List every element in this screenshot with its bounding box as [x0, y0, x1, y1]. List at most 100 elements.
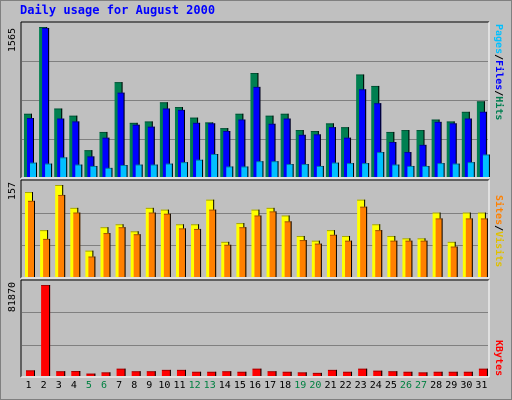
- sites-bar: [239, 227, 247, 277]
- x-tick-label: 29: [445, 380, 458, 391]
- sites-bar: [405, 240, 413, 277]
- x-tick-label: 18: [279, 380, 292, 391]
- x-tick-label: 3: [55, 380, 62, 391]
- kbytes-bar: [86, 373, 96, 376]
- kbytes-bar: [327, 369, 337, 376]
- pages-bar: [256, 161, 264, 177]
- pages-bar: [347, 163, 355, 177]
- files-bar: [27, 118, 34, 177]
- pages-bar: [407, 165, 415, 177]
- kbytes-bar: [418, 372, 428, 376]
- kbytes-bar: [312, 372, 322, 376]
- x-tick-label: 26: [399, 380, 412, 391]
- sites-bar: [194, 228, 202, 277]
- pages-bar: [75, 164, 83, 177]
- kbytes-bar: [463, 371, 473, 376]
- pages-bar: [331, 162, 339, 177]
- files-bar: [344, 137, 352, 177]
- kbytes-bar: [403, 371, 413, 376]
- visits-legend: Sites/Visits: [493, 195, 504, 267]
- sites-bar: [224, 244, 232, 277]
- legend-sep: /: [493, 225, 504, 232]
- x-tick-label: 13: [203, 380, 216, 391]
- kbytes-bar: [252, 368, 262, 376]
- kbytes-bar: [41, 285, 51, 376]
- x-tick-label: 23: [354, 380, 367, 391]
- sites-bar: [254, 215, 262, 277]
- hits-ymax-label: 1565: [7, 28, 18, 53]
- files-bar: [389, 142, 397, 177]
- legend-sep: /: [493, 54, 504, 61]
- files-bar: [464, 118, 472, 177]
- x-tick-label: 27: [415, 380, 428, 391]
- kbytes-bar: [131, 371, 141, 376]
- sites-bar: [178, 228, 186, 277]
- sites-bar: [133, 234, 141, 277]
- x-tick-label: 28: [430, 380, 443, 391]
- files-bar: [72, 121, 80, 177]
- pages-bar: [196, 159, 204, 177]
- x-tick-label: 9: [146, 380, 153, 391]
- files-bar: [479, 111, 487, 177]
- sites-bar: [103, 233, 111, 277]
- pages-bar: [150, 164, 158, 177]
- pages-bar: [286, 164, 294, 177]
- kbytes-bar: [448, 371, 458, 376]
- files-bar: [102, 137, 110, 177]
- x-tick-label: 30: [460, 380, 473, 391]
- sites-bar: [88, 256, 96, 277]
- sites-bar: [375, 230, 383, 277]
- sites-bar: [284, 221, 292, 277]
- hits-legend: Pages/Files/Hits: [493, 24, 504, 120]
- files-bar: [374, 103, 382, 177]
- files-bar: [253, 86, 261, 177]
- files-bar: [147, 126, 155, 177]
- pages-bar: [422, 165, 430, 177]
- kbytes-bar: [161, 369, 171, 376]
- sites-bar: [345, 240, 353, 277]
- files-bar: [419, 144, 427, 177]
- pages-bar: [180, 162, 188, 177]
- sites-bar: [209, 209, 217, 277]
- kbytes-bar: [433, 371, 443, 376]
- panel-2-bg: [21, 280, 489, 377]
- sites-bar: [465, 218, 473, 277]
- x-tick-label: 17: [264, 380, 277, 391]
- files-bar: [404, 152, 412, 177]
- kbytes-bar: [71, 370, 81, 376]
- files-bar: [298, 134, 306, 177]
- pages-bar: [301, 164, 309, 177]
- pages-bar: [30, 162, 37, 177]
- kbytes-bar: [358, 368, 368, 376]
- x-tick-label: 31: [475, 380, 488, 391]
- pages-bar: [241, 166, 249, 177]
- files-bar: [328, 127, 336, 177]
- x-tick-label: 6: [101, 380, 108, 391]
- pages-bar: [45, 163, 53, 177]
- sites-bar: [28, 200, 35, 277]
- legend-hits: Hits: [493, 96, 504, 121]
- sites-bar: [43, 238, 51, 277]
- x-tick-label: 15: [233, 380, 246, 391]
- kbytes-bar: [176, 369, 186, 376]
- sites-bar: [314, 243, 322, 277]
- files-bar: [117, 92, 125, 177]
- legend-visits: Visits: [493, 231, 504, 268]
- kbytes-bar: [478, 368, 488, 376]
- legend-sites: Sites: [493, 195, 504, 226]
- x-tick-label: 7: [116, 380, 123, 391]
- pages-bar: [165, 163, 173, 177]
- sites-bar: [435, 218, 443, 277]
- kbytes-bar: [237, 371, 247, 376]
- sites-bar: [480, 218, 488, 277]
- kbytes-bar: [297, 372, 307, 376]
- x-tick-label: 19: [294, 380, 307, 391]
- sites-bar: [118, 227, 126, 277]
- x-tick-label: 24: [369, 380, 382, 391]
- kbytes-bar: [388, 371, 398, 376]
- pages-bar: [135, 164, 143, 177]
- sites-bar: [329, 234, 337, 277]
- legend-sep: /: [493, 90, 504, 97]
- pages-bar: [316, 165, 324, 177]
